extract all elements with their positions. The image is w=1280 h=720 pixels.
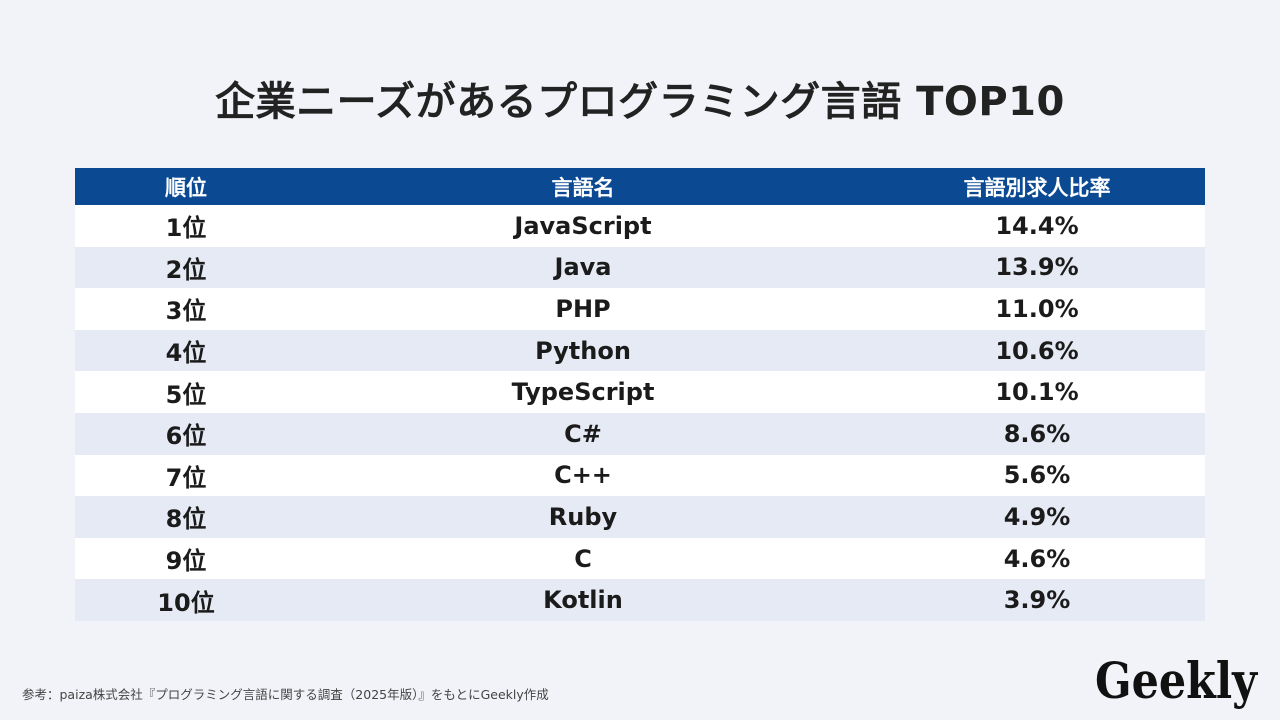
rank-cell: 3位 <box>75 288 297 330</box>
rank-cell: 4位 <box>75 329 297 372</box>
column-header-rank: 順位 <box>75 168 297 205</box>
ratio-cell: 5.6% <box>869 454 1205 497</box>
language-cell: Ruby <box>297 496 869 538</box>
logo-wordmark: Geekly <box>1095 651 1259 710</box>
table-row: 6位 C# 8.6% <box>75 412 1205 455</box>
rank-cell: 5位 <box>75 371 297 413</box>
table-row: 3位 PHP 11.0% <box>75 288 1205 330</box>
language-cell: C++ <box>297 454 869 497</box>
language-cell: Python <box>297 329 869 372</box>
table-row: 5位 TypeScript 10.1% <box>75 371 1205 413</box>
table-row: 4位 Python 10.6% <box>75 329 1205 372</box>
table-row: 8位 Ruby 4.9% <box>75 496 1205 538</box>
ratio-cell: 4.9% <box>869 496 1205 538</box>
language-cell: JavaScript <box>297 205 869 247</box>
language-cell: Java <box>297 246 869 289</box>
table-header-row: 順位 言語名 言語別求人比率 <box>75 168 1205 205</box>
table-row: 7位 C++ 5.6% <box>75 454 1205 497</box>
ratio-cell: 10.1% <box>869 371 1205 413</box>
table-row: 1位 JavaScript 14.4% <box>75 205 1205 247</box>
language-cell: C <box>297 537 869 580</box>
ratio-cell: 11.0% <box>869 288 1205 330</box>
ranking-table: 順位 言語名 言語別求人比率 1位 JavaScript 14.4% 2位 Ja… <box>75 168 1205 621</box>
ratio-cell: 3.9% <box>869 579 1205 621</box>
ratio-cell: 14.4% <box>869 205 1205 247</box>
ratio-cell: 10.6% <box>869 329 1205 372</box>
column-header-language: 言語名 <box>297 168 869 205</box>
rank-cell: 6位 <box>75 412 297 455</box>
ratio-cell: 13.9% <box>869 246 1205 289</box>
language-cell: TypeScript <box>297 371 869 413</box>
rank-cell: 9位 <box>75 537 297 580</box>
geekly-logo: Geekly <box>1095 651 1259 710</box>
ratio-cell: 4.6% <box>869 537 1205 580</box>
rank-cell: 8位 <box>75 496 297 538</box>
ranking-table-container: 順位 言語名 言語別求人比率 1位 JavaScript 14.4% 2位 Ja… <box>75 168 1205 621</box>
language-cell: Kotlin <box>297 579 869 621</box>
source-note: 参考：paiza株式会社『プログラミング言語に関する調査（2025年版）』をもと… <box>22 687 549 702</box>
language-cell: PHP <box>297 288 869 330</box>
rank-cell: 7位 <box>75 454 297 497</box>
rank-cell: 2位 <box>75 246 297 289</box>
page-title: 企業ニーズがあるプログラミング言語 TOP10 <box>215 79 1065 125</box>
table-row: 9位 C 4.6% <box>75 537 1205 580</box>
column-header-ratio: 言語別求人比率 <box>869 168 1205 205</box>
table-row: 10位 Kotlin 3.9% <box>75 579 1205 621</box>
language-cell: C# <box>297 412 869 455</box>
rank-cell: 1位 <box>75 205 297 247</box>
table-row: 2位 Java 13.9% <box>75 246 1205 289</box>
ratio-cell: 8.6% <box>869 412 1205 455</box>
rank-cell: 10位 <box>75 579 297 621</box>
